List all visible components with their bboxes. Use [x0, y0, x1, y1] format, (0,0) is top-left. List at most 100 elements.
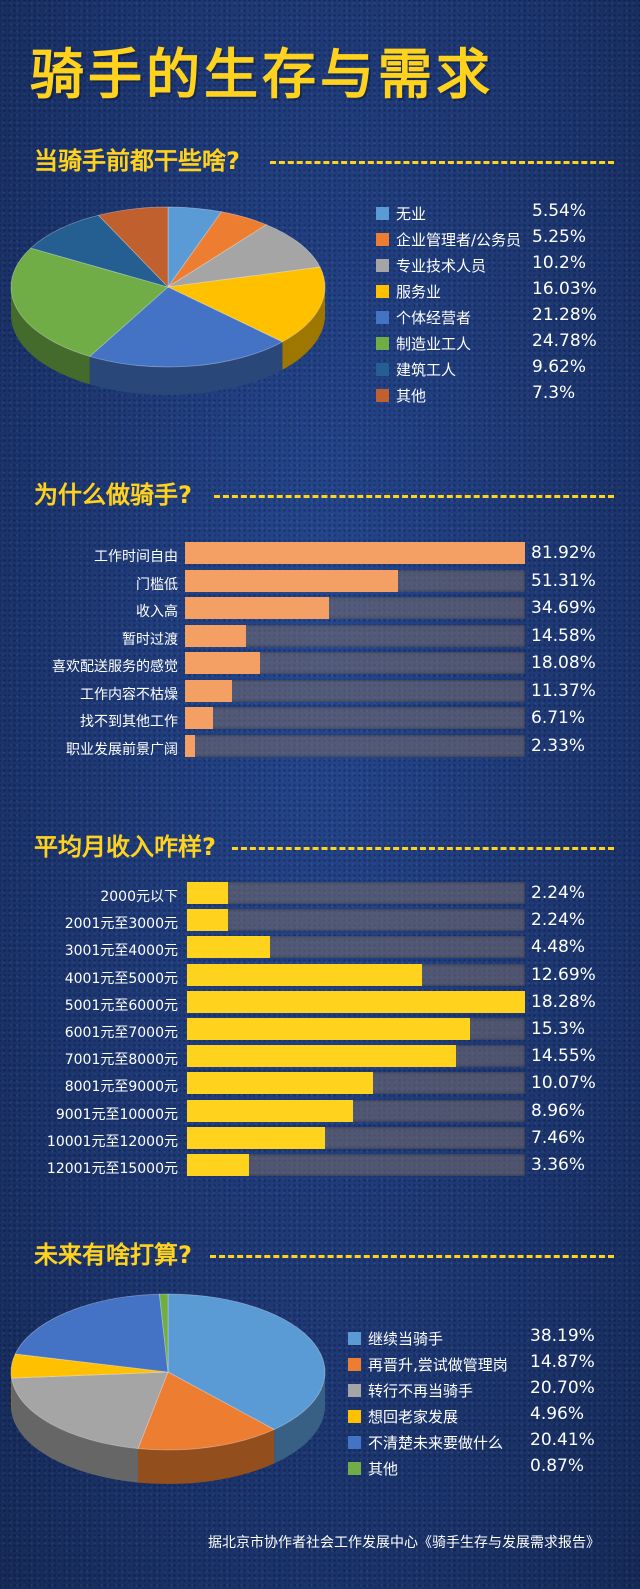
legend-item: 转行不再当骑手 20.70%: [348, 1378, 618, 1404]
legend-value: 0.87%: [530, 1456, 585, 1476]
bar-category-label: 4001元至5000元: [64, 970, 178, 987]
bar-value-label: 18.08%: [531, 653, 596, 673]
legend-value: 5.25%: [532, 227, 587, 247]
bar-value-label: 3.36%: [531, 1155, 586, 1175]
legend-item: 企业管理者/公务员 5.25%: [376, 227, 616, 253]
legend-swatch: [376, 337, 389, 350]
bar-track: [185, 679, 525, 702]
bar-category-label: 喜欢配送服务的感觉: [52, 659, 178, 675]
section-title: 为什么做骑手?: [34, 481, 192, 509]
bar: [187, 963, 422, 986]
pie-slice-side: [10, 287, 90, 385]
bar: [185, 734, 195, 757]
bar-chart-reasons: 工作时间自由 81.92% 门槛低 51.31% 收入高 34.69% 暂时过渡 14.58%…: [0, 0, 640, 758]
legend-label: 转行不再当骑手: [368, 1382, 474, 1400]
legend-item: 不清楚未来要做什么 20.41%: [348, 1430, 618, 1456]
bar: [185, 652, 261, 674]
bar-value-label: 10.07%: [531, 1073, 596, 1094]
bar-value-label: 2.33%: [531, 735, 586, 756]
bar: [187, 1099, 353, 1122]
bar: [185, 679, 233, 702]
legend-label: 不清楚未来要做什么: [368, 1434, 504, 1452]
legend-value: 14.87%: [530, 1352, 595, 1372]
bar-category-label: 找不到其他工作: [80, 714, 178, 730]
bar-value-label: 14.55%: [531, 1046, 596, 1067]
legend-previous-jobs: 无业 5.54% 企业管理者/公务员 5.25% 专业技术人员 10.2% 服务业 16.03…: [376, 201, 616, 409]
legend-swatch: [348, 1462, 361, 1475]
bar-category-label: 工作时间自由: [94, 549, 178, 565]
page-title: 骑手的生存与需求: [30, 43, 494, 106]
legend-swatch: [348, 1358, 361, 1371]
legend-value: 5.54%: [532, 201, 587, 221]
bar-category-label: 2000元以下: [100, 889, 178, 905]
legend-value: 4.96%: [530, 1404, 585, 1424]
pie-slice-side: [282, 287, 325, 370]
pie-slice: [97, 206, 169, 288]
legend-label: 无业: [396, 205, 427, 223]
legend-future-plans: 继续当骑手 38.19% 再晋升,尝试做管理岗 14.87% 转行不再当骑手 20.70%…: [348, 1326, 618, 1482]
legend-item: 其他 7.3%: [376, 383, 616, 409]
section-title: 平均月收入咋样?: [34, 833, 216, 861]
pie-slice: [11, 1371, 169, 1449]
legend-value: 9.62%: [532, 357, 587, 377]
legend-item: 服务业 16.03%: [376, 279, 616, 305]
section-header-income: 平均月收入咋样?: [34, 832, 614, 862]
legend-item: 个体经营者 21.28%: [376, 305, 616, 331]
bar-value-label: 7.46%: [531, 1127, 586, 1148]
bar-category-label: 7001元至8000元: [64, 1052, 178, 1069]
legend-swatch: [376, 259, 389, 272]
pie-chart-future-plans: [10, 1293, 326, 1484]
legend-swatch: [376, 207, 389, 220]
bar-category-label: 12001元至15000元: [46, 1161, 178, 1177]
bar-category-label: 6001元至7000元: [64, 1025, 178, 1041]
bar-track: [185, 707, 525, 729]
bar: [185, 624, 246, 647]
legend-item: 专业技术人员 10.2%: [376, 253, 616, 279]
bar-category-label: 5001元至6000元: [64, 997, 178, 1014]
legend-value: 24.78%: [532, 331, 597, 351]
pie-slice: [30, 214, 170, 288]
legend-value: 21.28%: [532, 305, 597, 325]
pie-slice: [10, 247, 169, 357]
pie-slice: [167, 224, 321, 288]
legend-item: 无业 5.54%: [376, 201, 616, 227]
legend-label: 专业技术人员: [396, 257, 487, 275]
legend-label: 制造业工人: [396, 335, 472, 353]
pie-slice-side: [11, 1378, 138, 1483]
bar-category-label: 10001元至12000元: [46, 1133, 178, 1150]
dash-divider: [210, 1255, 614, 1258]
bar-value-label: 81.92%: [531, 543, 596, 563]
legend-label: 企业管理者/公务员: [396, 231, 522, 249]
legend-label: 其他: [368, 1460, 399, 1478]
bar-track: [187, 909, 525, 932]
source-note: 据北京市协作者社会工作发展中心《骑手生存与发展需求报告》: [208, 1535, 600, 1551]
legend-label: 其他: [396, 387, 427, 405]
pie-slice-side: [89, 341, 283, 395]
legend-swatch: [376, 363, 389, 376]
dash-divider: [214, 495, 614, 498]
legend-value: 10.2%: [532, 253, 587, 273]
legend-swatch: [348, 1436, 361, 1449]
pie-slice-side: [137, 1429, 275, 1484]
legend-item: 建筑工人 9.62%: [376, 357, 616, 383]
bar: [187, 990, 525, 1013]
legend-item: 制造业工人 24.78%: [376, 331, 616, 357]
pie-chart-previous-jobs: [10, 206, 326, 395]
dash-divider: [270, 161, 614, 164]
legend-label: 想回老家发展: [368, 1408, 459, 1426]
bar-value-label: 51.31%: [531, 570, 596, 591]
bar-category-label: 收入高: [136, 604, 178, 620]
pie-slice: [166, 266, 326, 343]
bar-category-label: 2001元至3000元: [64, 916, 178, 933]
legend-value: 16.03%: [532, 279, 597, 299]
bar-value-label: 15.3%: [531, 1019, 586, 1039]
bar-track: [187, 882, 525, 904]
legend-value: 38.19%: [530, 1326, 595, 1346]
bar-value-label: 34.69%: [531, 598, 596, 618]
bar-category-label: 职业发展前景广阔: [66, 741, 178, 758]
bar: [187, 1045, 457, 1068]
legend-label: 服务业: [396, 283, 442, 301]
bar-track: [187, 936, 525, 959]
bar-value-label: 2.24%: [531, 910, 586, 931]
legend-swatch: [348, 1384, 361, 1397]
